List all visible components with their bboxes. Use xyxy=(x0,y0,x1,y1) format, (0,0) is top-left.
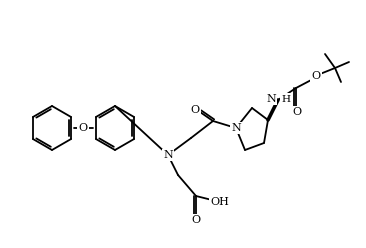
Text: O: O xyxy=(190,105,199,115)
Text: O: O xyxy=(311,71,321,81)
Text: H: H xyxy=(281,94,290,103)
Text: O: O xyxy=(78,123,87,133)
Text: O: O xyxy=(191,215,201,225)
Text: OH: OH xyxy=(210,197,229,207)
Text: O: O xyxy=(292,107,302,117)
Text: N: N xyxy=(266,94,276,104)
Text: N: N xyxy=(231,123,241,133)
Text: N: N xyxy=(163,150,173,160)
